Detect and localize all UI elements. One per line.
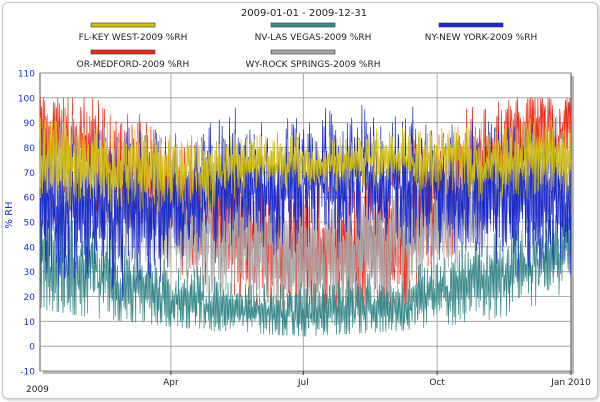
legend-swatch bbox=[270, 22, 336, 28]
x-tick-label: Jul bbox=[297, 378, 309, 388]
y-tick-label: 40 bbox=[24, 243, 36, 253]
y-tick-label: 110 bbox=[18, 70, 35, 80]
x-tick-label: Apr bbox=[163, 378, 179, 388]
y-tick-label: 30 bbox=[24, 268, 36, 278]
chart-title: 2009-01-01 - 2009-12-31 bbox=[241, 8, 367, 19]
y-tick-label: 60 bbox=[24, 194, 36, 204]
y-tick-label: 20 bbox=[24, 293, 36, 303]
series-line bbox=[39, 105, 572, 302]
x-tick-label: Jan 2010 bbox=[550, 378, 591, 388]
legend: FL-KEY WEST-2009 %RH NV-LAS VEGAS-2009 %R… bbox=[77, 22, 537, 70]
legend-swatch bbox=[438, 22, 504, 28]
y-tick-label: 0 bbox=[29, 343, 35, 353]
y-tick-label: 100 bbox=[18, 94, 35, 104]
y-tick-label: 50 bbox=[24, 219, 36, 229]
y-axis-label: % RH bbox=[4, 201, 15, 228]
y-tick-label: -10 bbox=[20, 368, 35, 378]
y-tick-label: 70 bbox=[24, 169, 36, 179]
legend-label: WY-ROCK SPRINGS-2009 %RH bbox=[245, 60, 380, 70]
y-tick-label: 10 bbox=[24, 318, 36, 328]
legend-label: OR-MEDFORD-2009 %RH bbox=[77, 60, 190, 70]
x-tick-label: Oct bbox=[429, 378, 445, 388]
legend-swatch bbox=[90, 49, 156, 55]
series-line bbox=[39, 114, 572, 212]
legend-label: FL-KEY WEST-2009 %RH bbox=[79, 33, 188, 43]
series-layer bbox=[39, 97, 572, 337]
series-line bbox=[39, 203, 572, 337]
y-tick-label: 80 bbox=[24, 144, 36, 154]
legend-swatch bbox=[90, 22, 156, 28]
rh-line-chart: 2009-01-01 - 2009-12-31 FL-KEY WEST-2009… bbox=[4, 8, 591, 395]
y-tick-label: 90 bbox=[24, 119, 36, 129]
legend-label: NV-LAS VEGAS-2009 %RH bbox=[255, 33, 372, 43]
legend-swatch bbox=[270, 49, 336, 55]
x-start-label: 2009 bbox=[26, 385, 49, 395]
legend-label: NY-NEW YORK-2009 %RH bbox=[425, 33, 537, 43]
axes: -10 0 10 20 30 40 50 60 70 80 90 100 110 Apr Jul Oct Jan… bbox=[18, 70, 591, 389]
